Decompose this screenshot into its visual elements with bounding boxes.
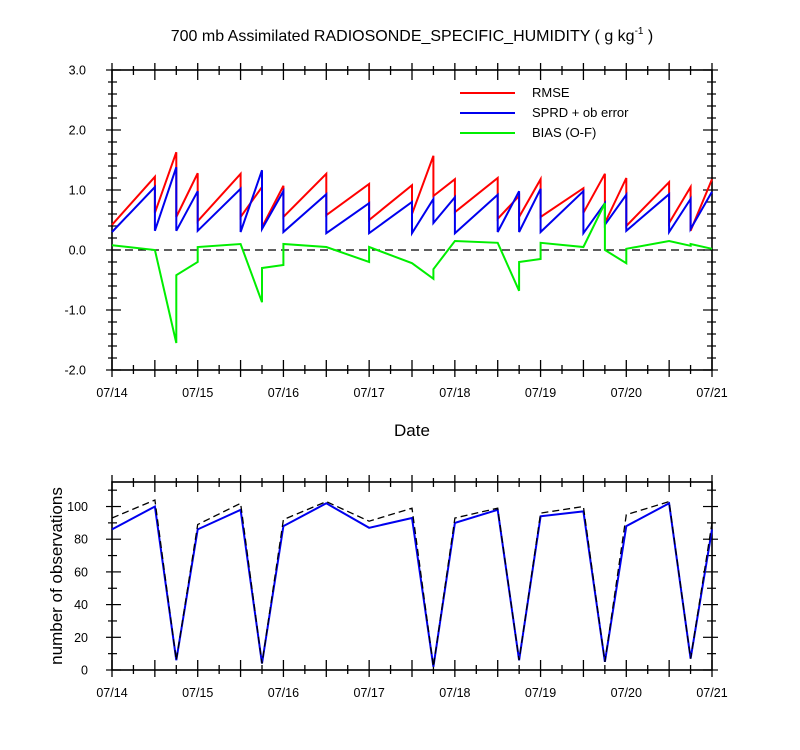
x-tick-label: 07/19 bbox=[525, 386, 556, 400]
y-tick-label: -1.0 bbox=[64, 304, 86, 318]
chart-title-suffix: ) bbox=[643, 28, 653, 45]
x-tick-label: 07/15 bbox=[182, 686, 213, 700]
x-tick-label: 07/21 bbox=[696, 386, 727, 400]
y-tick-label: 40 bbox=[74, 598, 88, 612]
x-tick-label: 07/20 bbox=[611, 386, 642, 400]
y-tick-label: -2.0 bbox=[64, 364, 86, 378]
top-series bbox=[111, 151, 713, 344]
legend-rmse-label: RMSE bbox=[532, 85, 570, 100]
y-tick-label: 80 bbox=[74, 533, 88, 547]
y-tick-label: 0.0 bbox=[69, 244, 86, 258]
observations-used-line bbox=[111, 501, 713, 667]
x-tick-label: 07/15 bbox=[182, 386, 213, 400]
x-tick-label: 07/17 bbox=[354, 386, 385, 400]
chart-title-main: 700 mb Assimilated RADIOSONDE_SPECIFIC_H… bbox=[171, 28, 635, 45]
x-tick-label: 07/14 bbox=[96, 686, 127, 700]
x-tick-label: 07/16 bbox=[268, 686, 299, 700]
y-tick-label: 20 bbox=[74, 631, 88, 645]
legend: RMSE SPRD + ob error BIAS (O-F) bbox=[460, 85, 629, 140]
y-tick-label: 60 bbox=[74, 565, 88, 579]
x-tick-label: 07/17 bbox=[354, 686, 385, 700]
x-tick-label: 07/18 bbox=[439, 386, 470, 400]
bias-line bbox=[111, 202, 713, 344]
bottom-series bbox=[111, 499, 713, 667]
legend-sprd-label: SPRD + ob error bbox=[532, 105, 629, 120]
chart-title: 700 mb Assimilated RADIOSONDE_SPECIFIC_H… bbox=[171, 26, 654, 45]
y-tick-label: 0 bbox=[81, 664, 88, 678]
sprd-line bbox=[111, 166, 713, 237]
x-tick-label: 07/14 bbox=[96, 386, 127, 400]
observations-possible-line bbox=[111, 499, 713, 667]
x-axis-label: Date bbox=[394, 421, 430, 440]
top-tick-labels: 07/14 07/15 07/16 07/17 07/18 07/19 07/20 07/21… bbox=[64, 64, 727, 401]
x-tick-label: 07/16 bbox=[268, 386, 299, 400]
y-tick-label: 100 bbox=[67, 500, 88, 514]
top-ticks bbox=[106, 63, 718, 377]
x-tick-label: 07/18 bbox=[439, 686, 470, 700]
y-tick-label: 3.0 bbox=[69, 64, 86, 78]
rmse-line bbox=[111, 151, 713, 232]
x-tick-label: 07/20 bbox=[611, 686, 642, 700]
y-axis-label-observations: number of observations bbox=[47, 487, 66, 665]
chart-title-exponent: -1 bbox=[635, 26, 644, 37]
bottom-ticks bbox=[106, 475, 718, 677]
bottom-tick-labels: 07/14 07/15 07/16 07/17 07/18 07/19 07/20 07/21… bbox=[67, 500, 728, 700]
y-tick-label: 2.0 bbox=[69, 124, 86, 138]
x-tick-label: 07/21 bbox=[696, 686, 727, 700]
bottom-panel: 07/14 07/15 07/16 07/17 07/18 07/19 07/20 07/21… bbox=[47, 475, 728, 700]
top-panel: 07/14 07/15 07/16 07/17 07/18 07/19 07/20 07/21… bbox=[64, 63, 728, 440]
x-tick-label: 07/19 bbox=[525, 686, 556, 700]
legend-bias-label: BIAS (O-F) bbox=[532, 125, 596, 140]
y-tick-label: 1.0 bbox=[69, 184, 86, 198]
